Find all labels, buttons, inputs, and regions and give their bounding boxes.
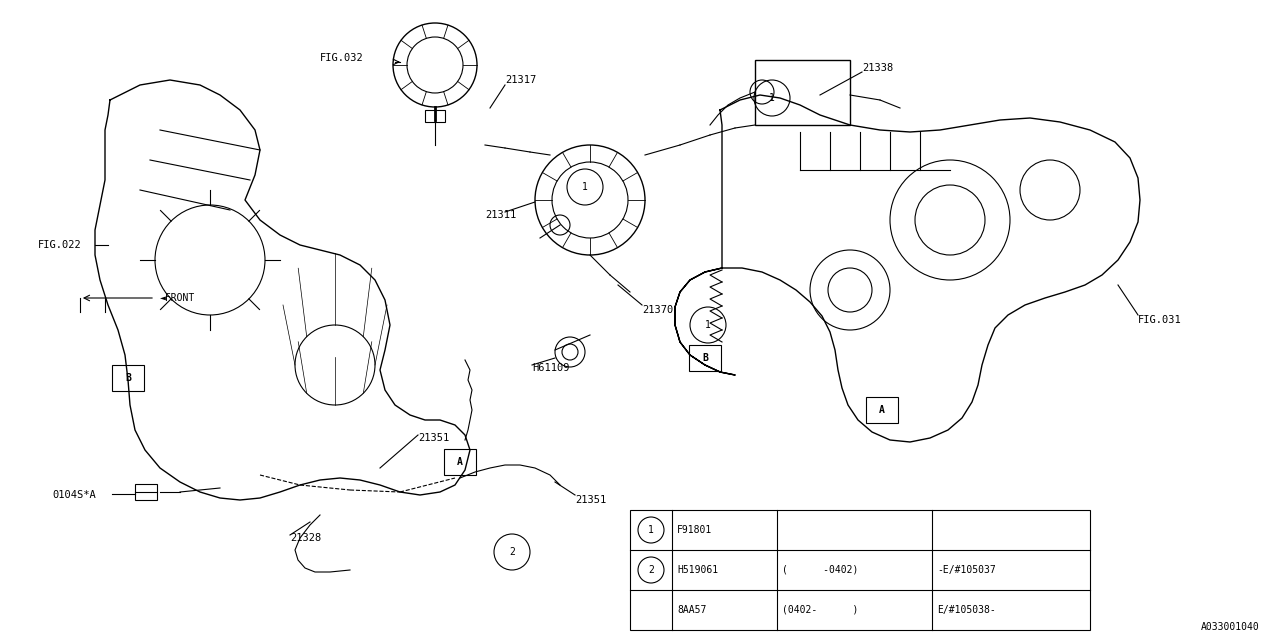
Text: 21370: 21370 — [643, 305, 673, 315]
Text: 2: 2 — [648, 565, 654, 575]
Bar — [425, 110, 445, 122]
Text: ◄FRONT: ◄FRONT — [160, 293, 196, 303]
Text: FIG.032: FIG.032 — [320, 53, 364, 63]
Bar — [630, 510, 1091, 630]
Text: 1: 1 — [705, 320, 710, 330]
Text: 1: 1 — [769, 93, 774, 103]
Text: 21351: 21351 — [419, 433, 449, 443]
Text: A: A — [457, 457, 463, 467]
Text: 0104S*A: 0104S*A — [52, 490, 96, 500]
Text: (      -0402): ( -0402) — [782, 565, 859, 575]
Text: F91801: F91801 — [677, 525, 712, 535]
Text: E/#105038-: E/#105038- — [937, 605, 996, 615]
Text: A: A — [879, 405, 884, 415]
Text: H61109: H61109 — [532, 363, 570, 373]
Text: 21311: 21311 — [485, 210, 516, 220]
Text: 21351: 21351 — [575, 495, 607, 505]
Text: -E/#105037: -E/#105037 — [937, 565, 996, 575]
Bar — [134, 484, 157, 500]
Text: B: B — [125, 373, 131, 383]
Text: 21328: 21328 — [291, 533, 321, 543]
Text: (0402-      ): (0402- ) — [782, 605, 859, 615]
Text: B: B — [701, 353, 708, 363]
Text: 1: 1 — [648, 525, 654, 535]
Text: 8AA57: 8AA57 — [677, 605, 707, 615]
Text: 21338: 21338 — [861, 63, 893, 73]
Text: 21317: 21317 — [506, 75, 536, 85]
Text: FIG.022: FIG.022 — [38, 240, 82, 250]
Text: FIG.031: FIG.031 — [1138, 315, 1181, 325]
Bar — [755, 60, 850, 125]
Text: A033001040: A033001040 — [1201, 622, 1260, 632]
Text: 1: 1 — [582, 182, 588, 192]
Text: 2: 2 — [509, 547, 515, 557]
Text: H519061: H519061 — [677, 565, 718, 575]
